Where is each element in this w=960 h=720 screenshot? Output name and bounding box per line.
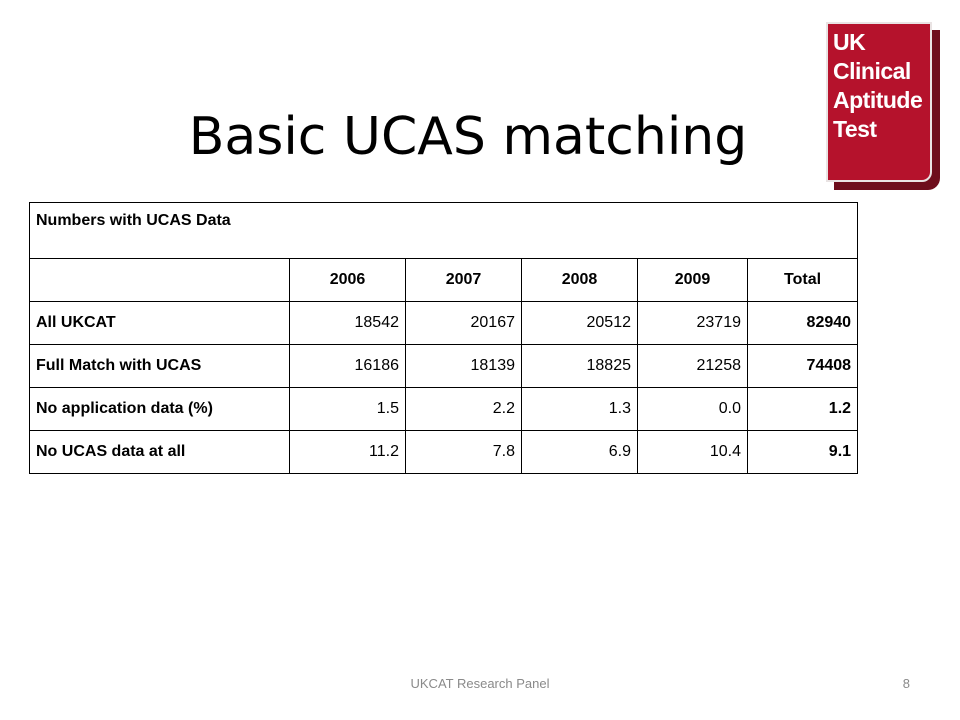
table-row: Full Match with UCAS 16186 18139 18825 2… xyxy=(29,344,859,388)
header-cell-total: Total xyxy=(746,258,859,302)
logo-line-uk: UK xyxy=(833,29,866,55)
cell-value: 16186 xyxy=(289,344,406,388)
cell-value: 18542 xyxy=(289,301,406,345)
logo-line-clinical: Clinical xyxy=(833,58,911,84)
cell-value: 23719 xyxy=(637,301,748,345)
cell-value: 18825 xyxy=(521,344,638,388)
header-cell-2007: 2007 xyxy=(405,258,522,302)
cell-value: 6.9 xyxy=(521,430,638,474)
cell-value: 20167 xyxy=(405,301,522,345)
header-cell-2006: 2006 xyxy=(289,258,406,302)
table-row: All UKCAT 18542 20167 20512 23719 82940 xyxy=(29,301,859,345)
ucas-data-table: Numbers with UCAS Data 2006 2007 2008 20… xyxy=(28,202,859,474)
cell-value: 0.0 xyxy=(637,387,748,431)
row-label: No application data (%) xyxy=(29,387,290,431)
logo-line-aptitude: Aptitude xyxy=(833,87,923,113)
cell-total: 82940 xyxy=(746,301,859,345)
cell-value: 18139 xyxy=(405,344,522,388)
slide-title: Basic UCAS matching xyxy=(188,106,748,167)
header-cell-2009: 2009 xyxy=(637,258,748,302)
logo-card: UK Clinical Aptitude Test xyxy=(826,22,932,182)
cell-value: 11.2 xyxy=(289,430,406,474)
table-caption: Numbers with UCAS Data xyxy=(28,202,859,259)
logo-line-test: Test xyxy=(833,116,877,142)
cell-value: 1.5 xyxy=(289,387,406,431)
cell-value: 1.3 xyxy=(521,387,638,431)
cell-value: 2.2 xyxy=(405,387,522,431)
row-label: All UKCAT xyxy=(29,301,290,345)
table-caption-row: Numbers with UCAS Data xyxy=(28,202,859,259)
cell-total: 1.2 xyxy=(746,387,859,431)
table-header-row: 2006 2007 2008 2009 Total xyxy=(29,258,859,302)
table-row: No UCAS data at all 11.2 7.8 6.9 10.4 9.… xyxy=(29,430,859,474)
cell-value: 10.4 xyxy=(637,430,748,474)
cell-value: 21258 xyxy=(637,344,748,388)
cell-total: 74408 xyxy=(746,344,859,388)
footer-text: UKCAT Research Panel xyxy=(410,676,550,691)
header-cell-blank xyxy=(29,258,290,302)
ukcat-logo: UK Clinical Aptitude Test xyxy=(826,22,942,192)
page-number: 8 xyxy=(902,676,910,691)
cell-total: 9.1 xyxy=(746,430,859,474)
cell-value: 7.8 xyxy=(405,430,522,474)
table-row: No application data (%) 1.5 2.2 1.3 0.0 … xyxy=(29,387,859,431)
cell-value: 20512 xyxy=(521,301,638,345)
row-label: Full Match with UCAS xyxy=(29,344,290,388)
row-label: No UCAS data at all xyxy=(29,430,290,474)
header-cell-2008: 2008 xyxy=(521,258,638,302)
